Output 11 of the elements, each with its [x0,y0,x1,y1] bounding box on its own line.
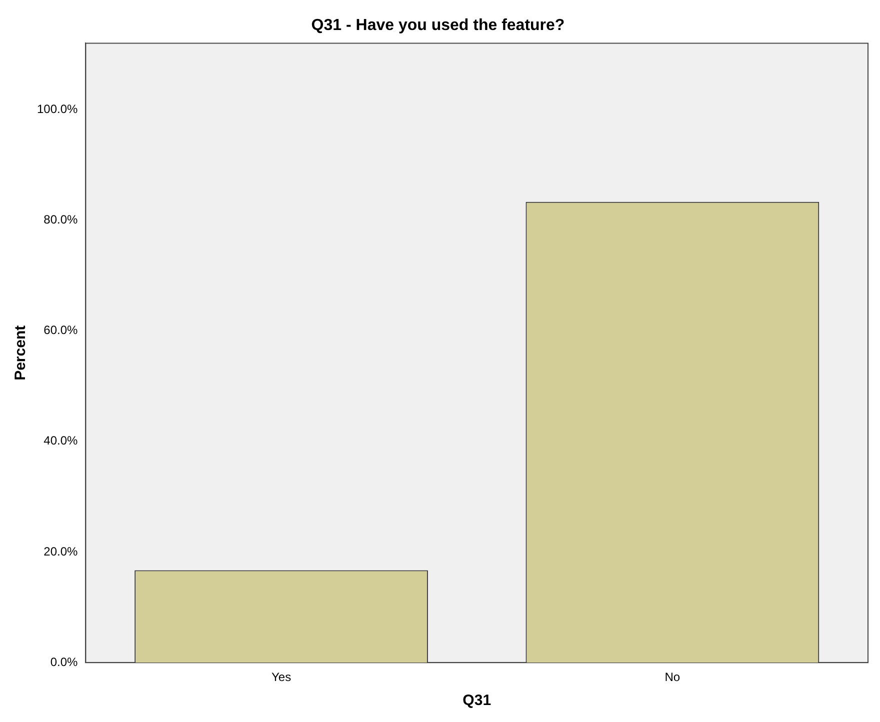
x-tick-label: No [664,670,680,684]
y-tick-label: 40.0% [44,434,78,448]
y-tick-label: 60.0% [44,323,78,338]
y-tick-label: 100.0% [36,102,78,116]
x-tick-label: Yes [271,670,292,684]
y-tick-label: 80.0% [44,212,78,226]
chart-title: Q31 - Have you used the feature? [311,17,565,34]
y-tick-label: 20.0% [44,544,78,558]
y-axis-title: Percent [12,325,30,380]
x-axis-title: Q31 [462,692,492,710]
y-tick-label: 0.0% [50,654,78,669]
